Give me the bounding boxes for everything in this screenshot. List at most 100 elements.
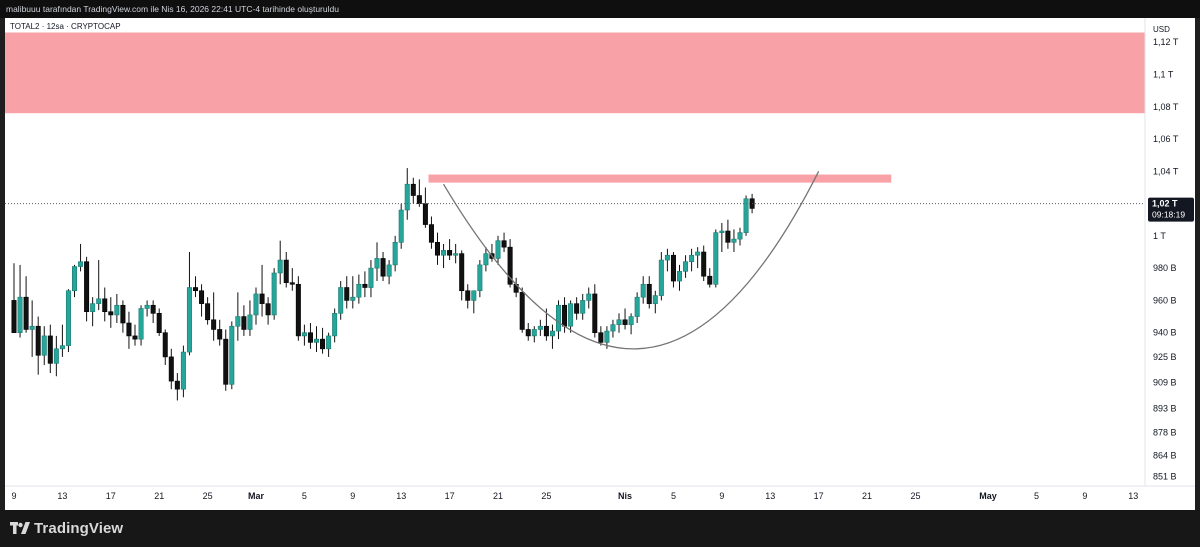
- candle-body: [277, 259, 283, 274]
- candle-body: [453, 253, 459, 256]
- candle-body: [507, 246, 513, 285]
- currency-label: USD: [1153, 25, 1170, 34]
- candle-body: [380, 258, 386, 277]
- candlestick-chart[interactable]: TOTAL2 · 12sa · CRYPTOCAP USD 1,12 T 1,1 …: [5, 18, 1195, 510]
- last-price-tag-bg: [1148, 197, 1194, 222]
- candle-body: [670, 254, 676, 282]
- candle-body: [640, 283, 646, 298]
- candle-body: [72, 266, 78, 292]
- candle: [253, 287, 259, 325]
- candle-body: [47, 335, 53, 364]
- candle-body: [483, 253, 489, 266]
- candle-countdown: 09:18:19: [1152, 210, 1185, 220]
- candle-body: [362, 283, 368, 288]
- candle: [362, 271, 368, 298]
- candle-body: [144, 304, 150, 309]
- neckline-zone: [428, 174, 892, 183]
- candle-body: [84, 261, 90, 313]
- candle: [29, 300, 35, 357]
- candle: [404, 168, 410, 220]
- candle-body: [543, 325, 549, 337]
- time-tick-label: 13: [396, 491, 406, 501]
- candle: [217, 319, 223, 346]
- candle: [725, 219, 731, 249]
- candle: [47, 324, 53, 374]
- price-tick-label: 893 B: [1153, 404, 1177, 414]
- candle-body: [731, 238, 737, 243]
- candle: [392, 235, 398, 272]
- candle: [320, 327, 326, 354]
- candle-body: [90, 303, 96, 313]
- candle-body: [168, 356, 174, 382]
- candle-body: [568, 303, 574, 327]
- tradingview-brand[interactable]: TradingView: [10, 518, 123, 538]
- candle-body: [695, 251, 701, 256]
- price-tick-label: 851 B: [1153, 471, 1177, 481]
- price-axis[interactable]: 1,12 T 1,1 T 1,08 T 1,06 T 1,04 T 1 T 980 B 960…: [1153, 37, 1179, 481]
- candle: [223, 329, 229, 391]
- time-tick-label: Nis: [618, 491, 632, 501]
- rounded-bottom-curve: [442, 171, 820, 350]
- candle: [108, 297, 114, 328]
- candle: [507, 239, 513, 288]
- candle: [441, 243, 447, 269]
- candle: [247, 300, 253, 336]
- candle-body: [259, 293, 265, 304]
- candle: [731, 229, 737, 252]
- candle: [120, 300, 126, 333]
- candle: [683, 255, 689, 278]
- candle-body: [289, 282, 295, 285]
- time-tick-label: 13: [765, 491, 775, 501]
- candle-body: [350, 296, 356, 301]
- candle-body: [525, 329, 531, 337]
- time-axis[interactable]: 9 13 17 21 25 Mar 5 9 13 17 21 25 Nis 5 9 13 17 21 25 May 5 9…: [11, 491, 1138, 501]
- price-tick-label: 1,06 T: [1153, 134, 1179, 144]
- candle: [380, 252, 386, 282]
- candle: [471, 290, 477, 314]
- candle: [555, 300, 561, 340]
- candle-body: [253, 293, 259, 316]
- time-tick-label: 5: [302, 491, 307, 501]
- candle: [235, 292, 241, 341]
- candle-body: [271, 272, 277, 316]
- time-tick-label: 9: [350, 491, 355, 501]
- candle: [156, 308, 162, 336]
- candle-body: [658, 259, 664, 296]
- candle: [132, 324, 138, 346]
- candle: [174, 373, 180, 401]
- candle-body: [41, 335, 47, 356]
- candle: [501, 232, 507, 252]
- candle-body: [477, 264, 483, 292]
- candle-body: [65, 290, 71, 346]
- candle: [416, 179, 422, 207]
- candle: [78, 243, 84, 272]
- candle: [670, 252, 676, 288]
- candle-body: [610, 324, 616, 332]
- candle: [326, 332, 332, 357]
- candle: [422, 187, 428, 228]
- time-tick-label: 9: [719, 491, 724, 501]
- candle-body: [186, 287, 192, 353]
- candle-body: [356, 283, 362, 298]
- candle: [707, 268, 713, 288]
- time-tick-label: 21: [862, 491, 872, 501]
- candle-body: [78, 261, 84, 267]
- top-bar: malibuuu tarafından TradingView.com ile …: [0, 0, 1200, 18]
- candle-body: [386, 264, 392, 277]
- time-tick-label: 25: [910, 491, 920, 501]
- candle: [386, 260, 392, 285]
- candle-body: [574, 303, 580, 314]
- candle: [374, 242, 380, 282]
- candle-body: [422, 203, 428, 225]
- candle-body: [229, 325, 235, 385]
- candle: [11, 263, 17, 333]
- candle: [622, 308, 628, 330]
- candle: [114, 293, 120, 324]
- candle-body: [459, 253, 465, 292]
- candle: [41, 326, 47, 365]
- candle: [701, 245, 707, 282]
- candle: [537, 319, 543, 336]
- candle-body: [241, 316, 247, 330]
- candle: [549, 324, 555, 349]
- candle: [658, 252, 664, 301]
